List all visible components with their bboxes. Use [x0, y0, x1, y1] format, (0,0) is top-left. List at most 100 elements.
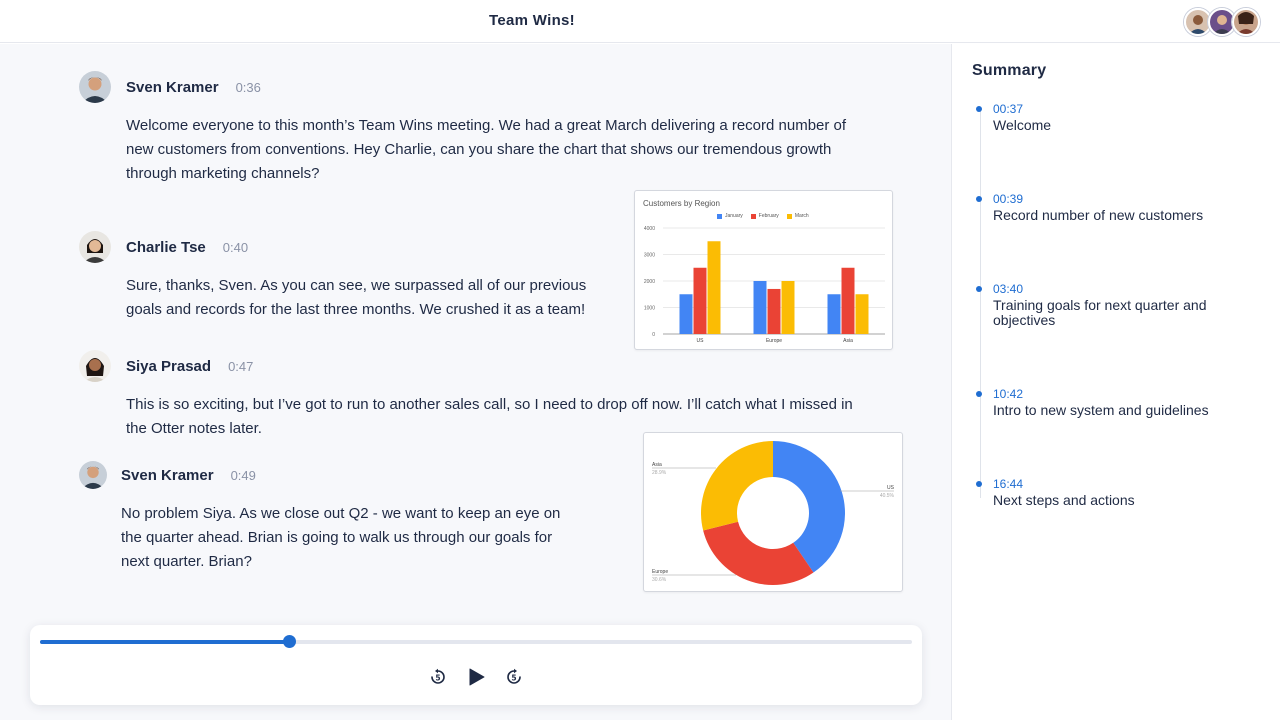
legend-swatch [717, 213, 722, 219]
bar [679, 294, 693, 334]
donut-slice [773, 441, 845, 573]
progress-fill [40, 640, 289, 644]
slice-label: Europe [652, 569, 668, 575]
timeline-dot [976, 481, 982, 487]
summary-item-time[interactable]: 03:40 [993, 282, 1024, 296]
slice-percent: 40.5% [880, 493, 895, 499]
summary-item-time[interactable]: 00:39 [993, 192, 1024, 206]
rewind-5-button[interactable]: 5 [426, 665, 450, 689]
chart-legend: January February March [717, 213, 817, 219]
message-text: This is so exciting, but I’ve got to run… [126, 396, 853, 437]
timeline-dot [976, 391, 982, 397]
play-button[interactable] [464, 665, 488, 689]
bar [841, 267, 855, 334]
slice-label: Asia [652, 462, 662, 468]
timeline-line [980, 108, 981, 498]
message-timestamp[interactable]: 0:40 [222, 239, 249, 255]
bar [753, 281, 767, 334]
bar [855, 294, 869, 334]
x-tick-label: Asia [843, 338, 853, 344]
bar [693, 267, 707, 334]
y-tick-label: 0 [652, 332, 655, 338]
legend-label: March [794, 213, 809, 219]
avatar [79, 231, 111, 263]
message-text: Welcome everyone to this month’s Team Wi… [126, 117, 847, 182]
participant-avatars[interactable] [1184, 8, 1260, 36]
speaker-name: Sven Kramer [126, 78, 219, 96]
legend-entry: February [750, 213, 779, 219]
donut-chart: US 40.5% Europe 30.6% Asia 28.9% [652, 441, 895, 585]
summary-item-time[interactable]: 00:37 [993, 102, 1024, 116]
speaker-name: Sven Kramer [121, 466, 214, 484]
donut-slice [703, 521, 814, 585]
legend-swatch [786, 213, 792, 219]
summary-item[interactable]: 00:39 Record number of new customers [976, 192, 1266, 223]
summary-item-label: Record number of new customers [993, 207, 1204, 223]
summary-item-label: Welcome [993, 117, 1052, 133]
summary-item[interactable]: 16:44 Next steps and actions [976, 477, 1266, 508]
play-icon [469, 668, 485, 686]
top-bar: Team Wins! [0, 0, 1280, 43]
timeline-dot [976, 196, 982, 202]
bar [781, 281, 795, 334]
transcript-message: Sven Kramer 0:36 Welcome everyone to thi… [79, 71, 879, 186]
transcript-message: Siya Prasad 0:47 This is so exciting, bu… [79, 350, 879, 441]
legend-swatch [750, 213, 756, 219]
avatar[interactable] [1184, 8, 1212, 36]
slice-percent: 30.6% [652, 577, 667, 583]
summary-item-time[interactable]: 16:44 [993, 477, 1024, 491]
x-tick-label: US [697, 338, 705, 344]
speaker-name: Siya Prasad [126, 357, 212, 375]
message-timestamp[interactable]: 0:36 [235, 79, 261, 95]
legend-entry: January [717, 213, 743, 219]
message-text: No problem Siya. As we close out Q2 - we… [121, 505, 561, 570]
summary-item[interactable]: 03:40 Training goals for next quarter an… [976, 282, 1266, 328]
message-timestamp[interactable]: 0:47 [228, 358, 254, 374]
audio-player: 5 5 [30, 625, 922, 705]
legend-label: February [758, 213, 779, 219]
y-tick-label: 1000 [644, 306, 655, 312]
y-tick-label: 2000 [644, 279, 655, 285]
message-timestamp[interactable]: 0:49 [230, 467, 256, 483]
transcript-panel: Sven Kramer 0:36 Welcome everyone to thi… [0, 44, 951, 720]
avatar[interactable] [1232, 8, 1260, 36]
legend-entry: March [786, 213, 809, 219]
bar [707, 241, 721, 334]
page-title: Team Wins! [489, 12, 575, 29]
bar-chart: 0 1000 2000 3000 4000 US Europe Asia [644, 226, 885, 344]
transcript-message: Sven Kramer 0:49 No problem Siya. As we … [79, 460, 599, 574]
avatar [79, 71, 111, 103]
progress-track[interactable] [40, 635, 912, 648]
summary-item-label: Training goals for next quarter and obje… [993, 297, 1207, 328]
chart-title: Customers by Region [643, 199, 720, 208]
avatar [79, 461, 107, 489]
bar-chart-card[interactable]: Customers by Region January February Mar… [634, 190, 893, 350]
progress-handle[interactable] [282, 635, 296, 648]
donut-slice [701, 441, 773, 531]
slice-label: US [887, 485, 895, 491]
avatar [79, 350, 111, 382]
summary-item-label: Next steps and actions [993, 492, 1135, 508]
timeline-dot [976, 286, 982, 292]
svg-text:5: 5 [511, 673, 516, 682]
player-controls: 5 5 [30, 665, 922, 689]
summary-panel: Summary 00:37 Welcome 00:39 Record numbe… [951, 44, 1280, 720]
summary-item-time[interactable]: 10:42 [993, 387, 1024, 401]
rewind-5-icon: 5 [431, 668, 445, 684]
x-tick-label: Europe [766, 338, 782, 344]
bar [767, 288, 781, 334]
summary-title: Summary [972, 62, 1047, 79]
slice-percent: 28.9% [652, 470, 667, 476]
avatar[interactable] [1208, 8, 1236, 36]
donut-chart-card[interactable]: US 40.5% Europe 30.6% Asia 28.9% [643, 432, 903, 592]
bar [827, 294, 841, 334]
speaker-name: Charlie Tse [126, 238, 206, 256]
transcript-message: Charlie Tse 0:40 Sure, thanks, Sven. As … [79, 231, 619, 322]
legend-label: January [725, 213, 743, 219]
forward-5-button[interactable]: 5 [502, 665, 526, 689]
svg-text:5: 5 [435, 673, 440, 682]
summary-item[interactable]: 10:42 Intro to new system and guidelines [976, 387, 1266, 418]
timeline-dot [976, 106, 982, 112]
forward-5-icon: 5 [507, 668, 521, 684]
summary-item[interactable]: 00:37 Welcome [976, 102, 1266, 133]
